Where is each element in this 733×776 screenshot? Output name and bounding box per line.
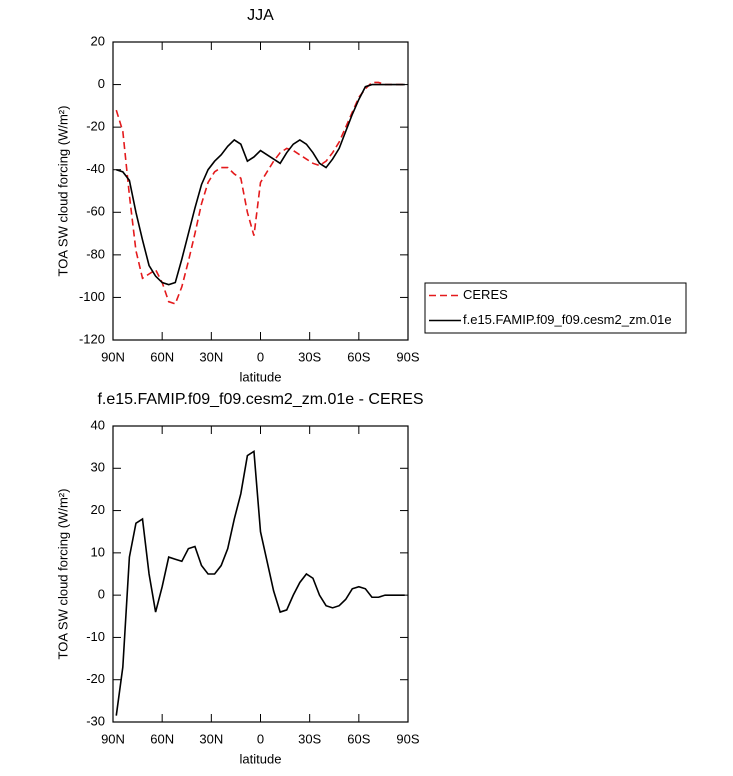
- y-tick-label: -40: [86, 161, 105, 176]
- y-tick-label: 0: [98, 76, 105, 91]
- data-line: [115, 81, 405, 305]
- x-tick-label: 60S: [347, 731, 370, 746]
- chart-title: JJA: [247, 7, 274, 24]
- legend-label: f.e15.FAMIP.f09_f09.cesm2_zm.01e: [463, 312, 672, 327]
- x-axis-label: latitude: [240, 369, 282, 384]
- x-tick-label: 90N: [101, 349, 125, 364]
- y-tick-label: 10: [91, 544, 105, 559]
- x-tick-label: 30S: [298, 349, 321, 364]
- x-tick-label: 60N: [150, 349, 174, 364]
- x-tick-label: 60N: [150, 731, 174, 746]
- y-tick-label: -60: [86, 204, 105, 219]
- y-tick-label: 30: [91, 460, 105, 475]
- y-tick-label: 20: [91, 502, 105, 517]
- y-axis-label: TOA SW cloud forcing (W/m²): [55, 106, 70, 277]
- y-tick-label: -20: [86, 671, 105, 686]
- data-line: [116, 83, 405, 286]
- x-tick-label: 60S: [347, 349, 370, 364]
- x-tick-label: 90S: [396, 731, 419, 746]
- y-tick-label: -80: [86, 246, 105, 261]
- chart-title: f.e15.FAMIP.f09_f09.cesm2_zm.01e - CERES: [97, 391, 423, 408]
- y-tick-label: -120: [79, 331, 105, 346]
- legend-box: [424, 282, 687, 334]
- x-tick-label: 30N: [199, 349, 223, 364]
- y-tick-label: -10: [86, 629, 105, 644]
- x-tick-label: 30S: [298, 731, 321, 746]
- y-tick-label: -100: [79, 289, 105, 304]
- y-tick-label: -20: [86, 119, 105, 134]
- x-tick-label: 90N: [101, 731, 125, 746]
- plot-frame: [112, 41, 409, 341]
- x-axis-label: latitude: [240, 751, 282, 766]
- legend-label: CERES: [463, 287, 508, 302]
- y-axis-label: TOA SW cloud forcing (W/m²): [55, 489, 70, 660]
- y-tick-label: -30: [86, 713, 105, 728]
- x-tick-label: 90S: [396, 349, 419, 364]
- x-tick-label: 0: [257, 731, 264, 746]
- plot-frame: [112, 425, 409, 723]
- y-tick-label: 20: [91, 33, 105, 48]
- data-line: [115, 449, 405, 716]
- y-tick-label: 0: [98, 587, 105, 602]
- x-tick-label: 0: [257, 349, 264, 364]
- y-tick-label: 40: [91, 417, 105, 432]
- x-tick-label: 30N: [199, 731, 223, 746]
